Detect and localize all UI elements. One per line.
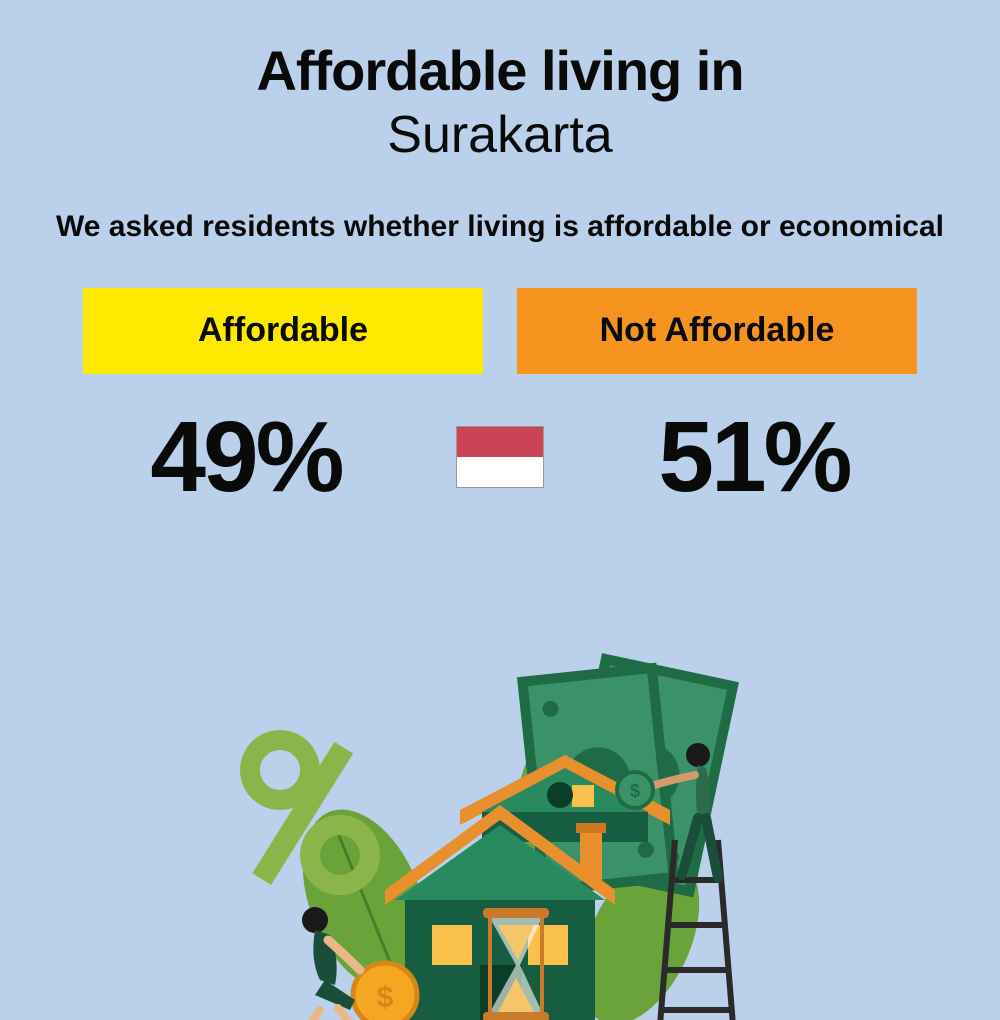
subtitle-text: We asked residents whether living is aff… [0,207,1000,248]
not-affordable-percent: 51% [594,400,914,515]
flag-top-stripe [457,427,543,457]
housing-illustration: $ $ [220,640,780,1020]
flag-bottom-stripe [457,457,543,487]
svg-text:$: $ [630,781,640,801]
svg-text:$: $ [377,981,394,1014]
title-line-2: Surakarta [0,105,1000,165]
option-boxes: Affordable Not Affordable [0,288,1000,374]
flag-icon [456,426,544,488]
not-affordable-box: Not Affordable [517,288,917,374]
title-line-1: Affordable living in [0,38,1000,103]
affordable-percent: 49% [86,400,406,515]
affordable-box: Affordable [83,288,483,374]
percent-row: 49% 51% [0,400,1000,515]
